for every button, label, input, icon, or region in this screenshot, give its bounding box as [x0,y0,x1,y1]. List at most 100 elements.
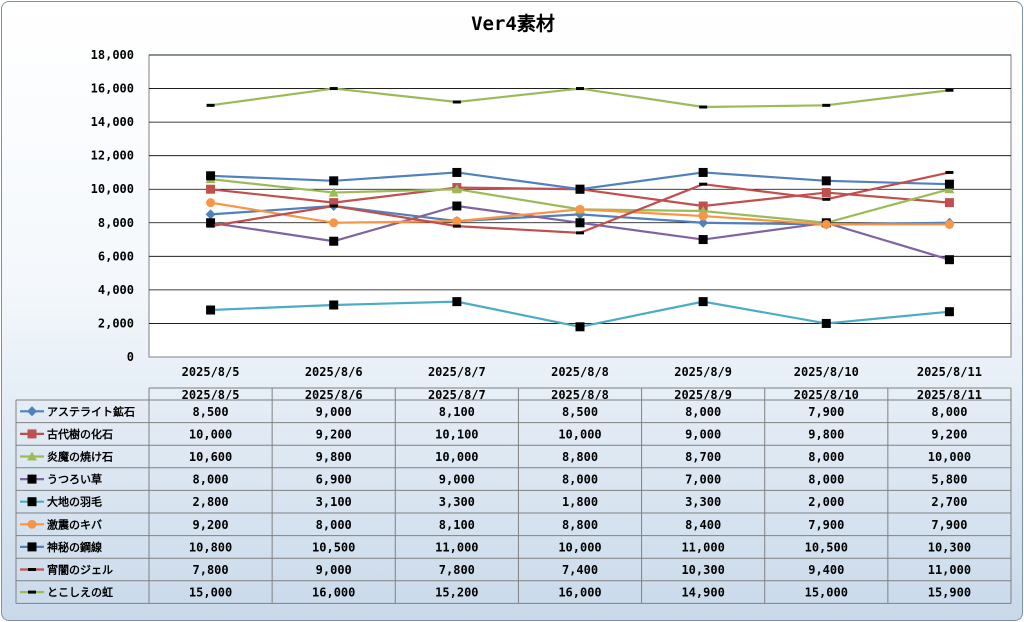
series-name: 神秘の鋼線 [47,540,102,554]
data-table: 2025/8/5 2025/8/6 2025/8/7 2025/8/8 2025/8/9… [15,387,1012,604]
table-cell: 15,200 [435,586,478,600]
data-point [575,218,585,228]
data-point [698,297,708,307]
table-row: とこしえの虹 15,000 16,000 15,200 16,000 14,900 15,0… [20,585,971,600]
table-cell: 10,100 [435,427,478,441]
table-cell: 8,700 [685,450,721,464]
data-point [452,201,462,211]
series-name: 炎魔の焼け石 [47,450,113,464]
x-tick-label: 2025/8/5 [182,365,240,379]
data-point [452,216,462,226]
data-point [206,305,216,315]
data-point [452,297,462,307]
data-point [329,176,339,186]
series-5 [206,297,954,332]
data-point [944,198,954,208]
table-cell: 8,000 [808,473,844,487]
x-tick-label: 2025/8/9 [674,365,732,379]
table-cell: 7,900 [808,405,844,419]
data-point [698,201,708,211]
table-cell: 8,500 [562,405,598,419]
data-point [329,218,339,228]
y-tick-label: 0 [127,350,134,364]
data-point [822,103,831,107]
data-point [821,219,831,229]
legend-key-marker [27,519,37,529]
table-cell: 10,600 [189,450,232,464]
data-point [576,231,584,235]
data-point [206,171,216,181]
y-tick-label: 2,000 [98,316,134,330]
table-row: うつろい草 8,000 6,900 9,000 8,000 7,000 8,000 5,800 [20,472,967,487]
table-cell: 8,000 [931,405,967,419]
series-9 [206,87,954,109]
table-cell: 8,100 [439,405,475,419]
series-name: 大地の羽毛 [47,495,102,509]
data-point [205,209,216,220]
table-cell: 8,000 [193,473,229,487]
table-cell: 9,800 [808,427,844,441]
table-cell: 8,100 [439,518,475,532]
series-name: うつろい草 [47,472,102,486]
series-7 [206,167,954,194]
table-cell: 8,000 [808,450,844,464]
data-point [328,187,339,197]
data-point [329,236,339,246]
table-cell: 10,500 [805,540,848,554]
data-point [451,184,462,194]
data-point [575,184,585,194]
table-cell: 9,200 [193,518,229,532]
series-name: アステライト鉱石 [47,404,135,418]
table-header-cell: 2025/8/10 [794,388,859,402]
table-header-cell: 2025/8/6 [305,388,363,402]
legend-key-marker [28,568,36,571]
table-cell: 3,300 [439,495,475,509]
series-name: とこしえの虹 [47,585,113,599]
data-point [945,170,954,174]
table-row: 炎魔の焼け石 10,600 9,800 10,000 8,800 8,700 8,000 10… [20,450,971,464]
table-cell: 10,000 [558,540,601,554]
y-tick-label: 16,000 [91,82,134,96]
legend-key-marker [27,542,37,552]
table-row: 大地の羽毛 2,800 3,100 3,300 1,800 3,300 2,000 2,700 [20,495,967,509]
table-cell: 7,800 [193,563,229,577]
table-cell: 9,200 [931,427,967,441]
x-tick-label: 2025/8/6 [305,365,363,379]
data-point [329,204,338,208]
table-cell: 3,300 [685,495,721,509]
table-header-cell: 2025/8/8 [551,388,609,402]
table-cell: 10,000 [558,427,601,441]
data-point [452,100,461,104]
table-cell: 7,900 [808,518,844,532]
table-cell: 7,900 [931,518,967,532]
data-point [821,188,831,198]
data-point [206,198,216,208]
table-cell: 11,000 [928,563,971,577]
data-point [944,179,954,189]
x-tick-label: 2025/8/10 [794,365,859,379]
table-header-cell: 2025/8/5 [182,388,240,402]
table-cell: 15,900 [928,586,971,600]
series-8 [206,170,954,235]
legend-key-marker [27,406,37,417]
gridlines [149,54,1011,324]
data-point [944,255,954,265]
y-tick-label: 12,000 [91,149,134,163]
table-row: 宵闇のジェル 7,800 9,000 7,800 7,400 10,300 9,400 11,… [20,563,971,577]
table-cell: 7,000 [685,473,721,487]
series-6 [206,198,954,229]
table-cell: 2,800 [193,495,229,509]
table-cell: 8,800 [562,450,598,464]
y-tick-label: 4,000 [98,283,134,297]
table-cell: 9,400 [808,563,844,577]
y-tick-label: 14,000 [91,115,134,129]
legend-key-marker [27,474,37,484]
table-cell: 10,000 [435,450,478,464]
data-point [575,322,585,332]
data-point [944,307,954,317]
series-name: 激震のキバ [47,517,102,531]
y-tick-label: 6,000 [98,249,134,263]
y-tick-label: 10,000 [91,182,134,196]
table-cell: 8,000 [562,473,598,487]
